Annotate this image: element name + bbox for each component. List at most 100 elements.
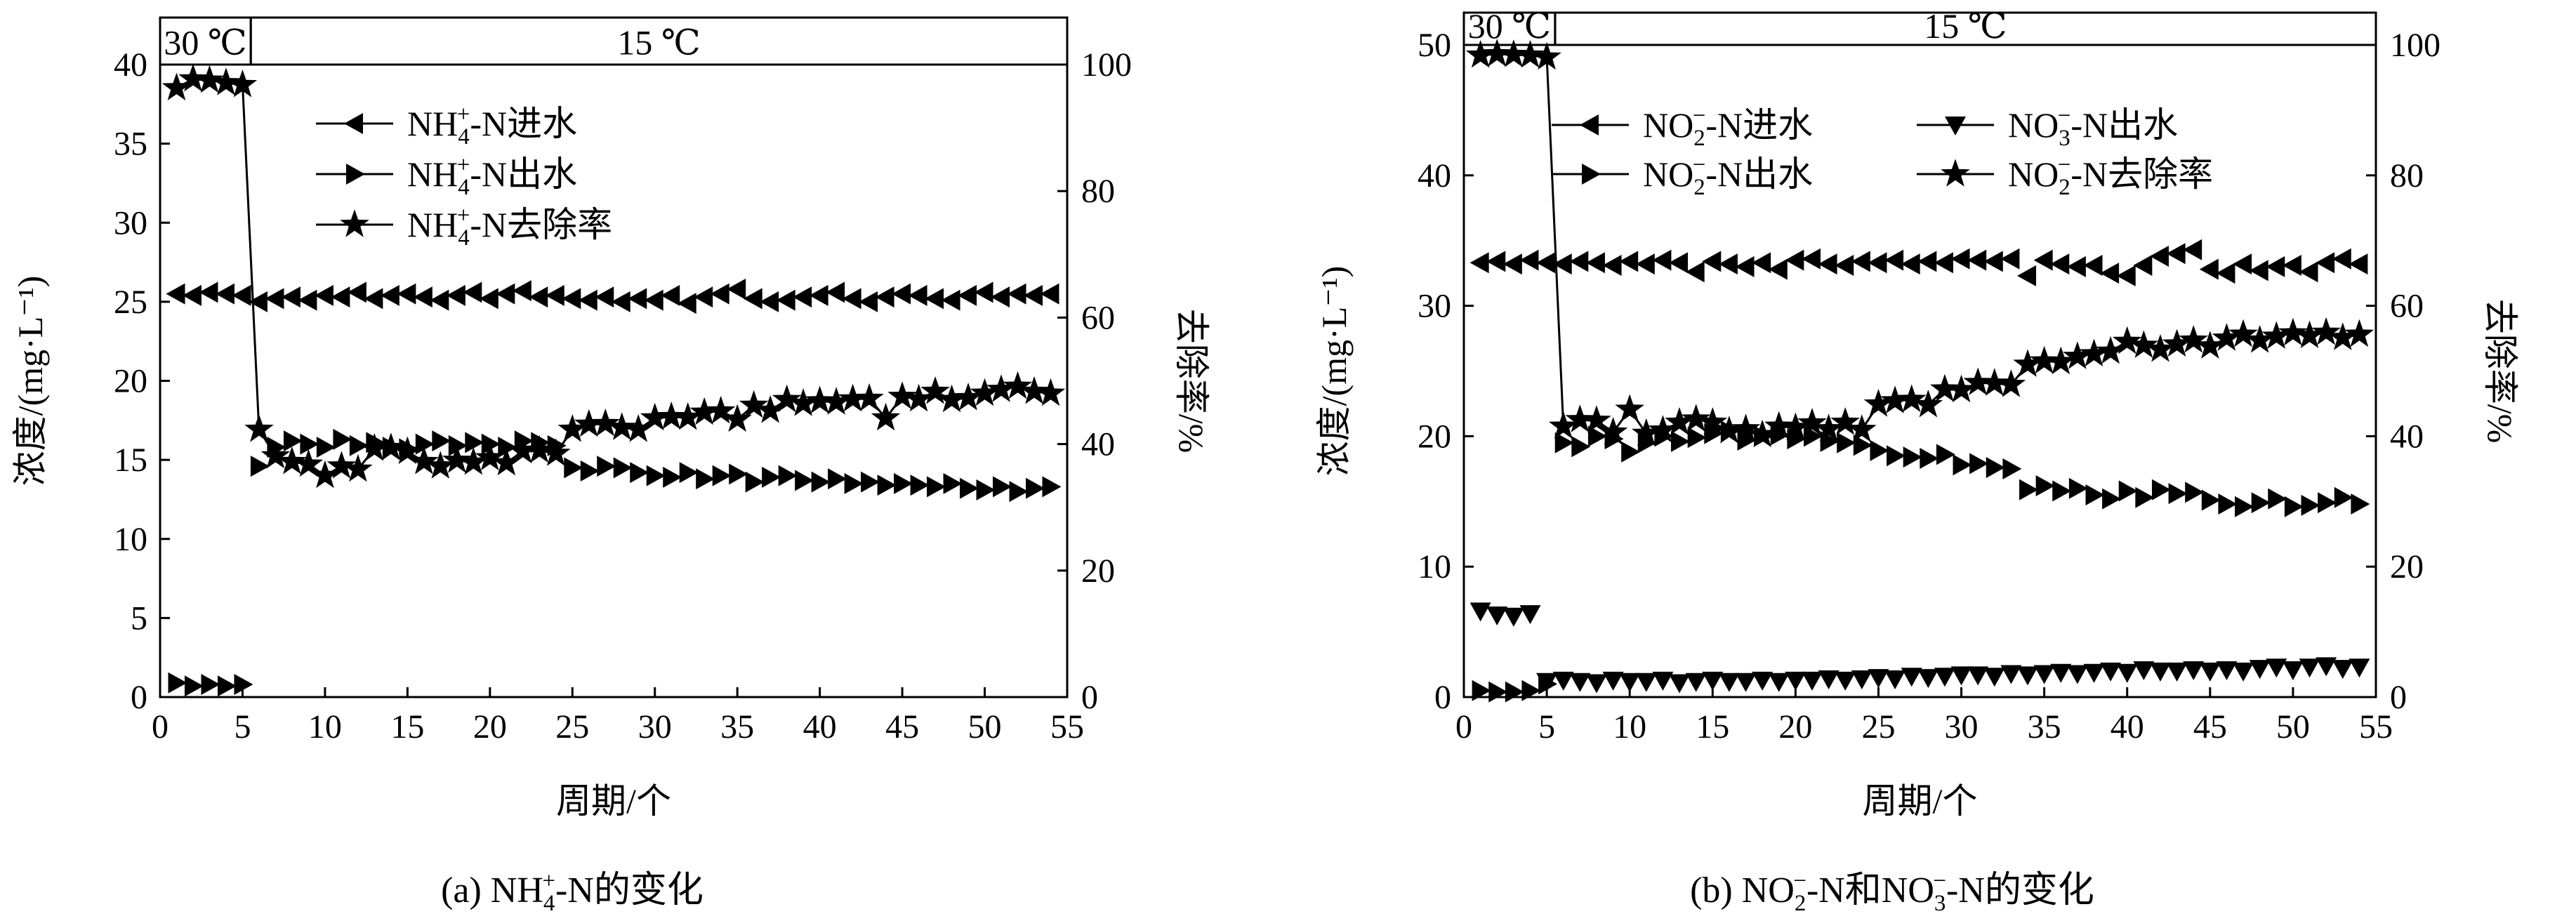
data-point bbox=[211, 67, 241, 95]
data-point bbox=[574, 409, 604, 437]
data-point bbox=[475, 442, 505, 471]
data-point bbox=[1619, 672, 1641, 692]
data-point bbox=[1718, 672, 1740, 692]
data-point bbox=[1669, 252, 1689, 274]
data-point bbox=[828, 468, 847, 490]
data-point bbox=[656, 402, 686, 430]
data-point bbox=[2216, 263, 2235, 284]
data-point bbox=[1003, 371, 1033, 399]
data-point bbox=[590, 408, 620, 437]
data-point bbox=[479, 288, 498, 310]
data-point bbox=[776, 289, 795, 311]
data-point bbox=[727, 278, 746, 300]
data-point bbox=[694, 286, 713, 308]
data-point bbox=[1685, 672, 1707, 692]
data-point bbox=[397, 283, 416, 305]
data-point bbox=[1036, 378, 1066, 406]
data-point bbox=[646, 465, 666, 486]
data-point bbox=[894, 472, 913, 494]
legend-label: NO2−-N去除率 bbox=[2008, 152, 2213, 200]
data-point bbox=[1554, 432, 1574, 453]
data-point bbox=[811, 471, 831, 493]
data-point bbox=[1752, 671, 1774, 691]
data-point bbox=[1702, 251, 1722, 272]
data-point bbox=[1687, 427, 1707, 449]
temperature-band-label: 30 ℃ bbox=[1468, 6, 1551, 46]
data-point bbox=[2199, 258, 2219, 280]
y2-tick-label: 60 bbox=[2390, 288, 2424, 325]
data-point bbox=[333, 428, 352, 450]
data-point bbox=[1635, 672, 1657, 692]
data-point bbox=[199, 281, 218, 303]
data-point bbox=[1996, 369, 2026, 397]
data-point bbox=[2166, 662, 2188, 682]
data-point bbox=[2251, 492, 2271, 514]
data-point bbox=[2085, 484, 2105, 506]
data-point bbox=[1619, 251, 1639, 272]
data-point bbox=[1602, 255, 1622, 277]
data-point bbox=[2063, 341, 2092, 369]
data-point bbox=[640, 402, 670, 431]
y-tick-label: 40 bbox=[114, 46, 147, 84]
data-point bbox=[809, 284, 828, 306]
data-point bbox=[2079, 338, 2109, 366]
data-point bbox=[1934, 668, 1955, 687]
legend-marker bbox=[340, 209, 369, 237]
data-point bbox=[178, 63, 208, 92]
data-point bbox=[2017, 265, 2037, 286]
data-point bbox=[496, 283, 515, 305]
legend-marker bbox=[346, 164, 365, 185]
data-point bbox=[529, 286, 548, 308]
data-point bbox=[689, 397, 719, 425]
data-point bbox=[2100, 662, 2122, 682]
data-point bbox=[1469, 252, 1489, 274]
data-point bbox=[1768, 672, 1790, 692]
data-point bbox=[432, 430, 451, 452]
data-point bbox=[250, 456, 270, 477]
data-point bbox=[277, 446, 307, 475]
data-point bbox=[217, 675, 237, 697]
data-point bbox=[349, 435, 369, 456]
data-point bbox=[1671, 430, 1691, 452]
y-tick-label: 30 bbox=[1418, 288, 1451, 325]
data-point bbox=[1887, 445, 1906, 467]
data-point bbox=[1983, 251, 2003, 272]
x-tick-label: 20 bbox=[473, 708, 507, 746]
y2-tick-label: 80 bbox=[1081, 173, 1115, 210]
x-tick-label: 20 bbox=[1778, 708, 1812, 746]
data-point bbox=[1735, 672, 1757, 692]
series-tri-left bbox=[166, 278, 1059, 314]
data-point bbox=[2149, 245, 2169, 267]
data-point bbox=[413, 286, 432, 308]
data-point bbox=[2233, 253, 2252, 275]
data-point bbox=[300, 433, 319, 455]
legend-label: NH4+-N去除率 bbox=[407, 203, 612, 251]
data-point bbox=[1718, 253, 1738, 275]
data-point bbox=[1752, 252, 1771, 274]
data-point bbox=[1685, 261, 1705, 283]
data-point bbox=[673, 402, 703, 430]
data-point bbox=[729, 463, 748, 485]
data-point bbox=[1986, 456, 2005, 478]
data-point bbox=[1615, 394, 1644, 422]
x-tick-label: 0 bbox=[1455, 708, 1472, 746]
data-point bbox=[1903, 446, 1922, 468]
legend-marker bbox=[344, 113, 363, 134]
data-point bbox=[1946, 374, 1976, 403]
y-tick-label: 20 bbox=[114, 363, 147, 400]
data-point bbox=[1830, 407, 1860, 435]
data-point bbox=[508, 435, 538, 464]
data-point bbox=[2112, 326, 2142, 355]
data-point bbox=[986, 374, 1016, 402]
data-point bbox=[1901, 253, 1920, 275]
data-point bbox=[991, 286, 1010, 308]
x-tick-label: 10 bbox=[308, 708, 342, 746]
data-point bbox=[1870, 439, 1889, 461]
data-point bbox=[293, 449, 324, 477]
data-point bbox=[861, 471, 880, 493]
data-point bbox=[343, 453, 373, 482]
data-point bbox=[2299, 658, 2320, 678]
data-point bbox=[1884, 249, 1904, 271]
data-point bbox=[941, 289, 960, 311]
